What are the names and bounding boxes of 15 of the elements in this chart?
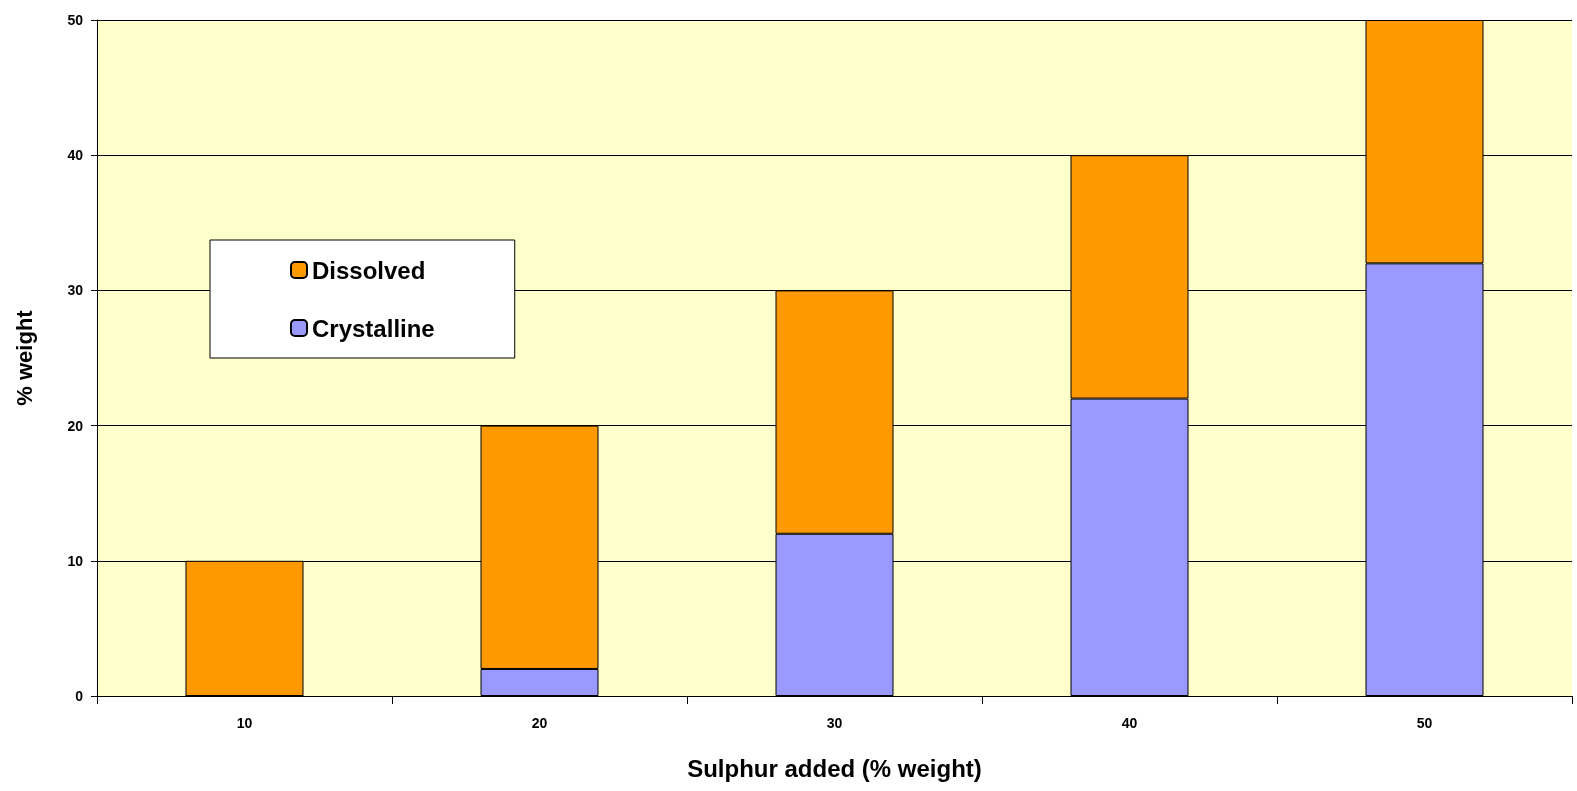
y-axis-title: % weight	[11, 309, 37, 406]
legend-label: Crystalline	[312, 314, 435, 342]
x-tick-label: 10	[236, 715, 253, 731]
x-tick-label: 40	[1121, 715, 1138, 731]
x-tick-label: 30	[826, 715, 843, 731]
x-tick-label: 20	[531, 715, 548, 731]
y-tick-label: 20	[67, 417, 84, 434]
y-tick-label: 30	[67, 282, 84, 299]
x-tick-label: 50	[1416, 715, 1433, 731]
y-tick-label: 50	[67, 12, 84, 28]
legend-label: Dissolved	[312, 256, 426, 284]
y-tick-label: 0	[75, 688, 84, 704]
y-tick-label: 10	[67, 552, 84, 569]
y-tick-label: 40	[67, 147, 84, 164]
x-axis-title: Sulphur added (% weight)	[687, 754, 982, 782]
